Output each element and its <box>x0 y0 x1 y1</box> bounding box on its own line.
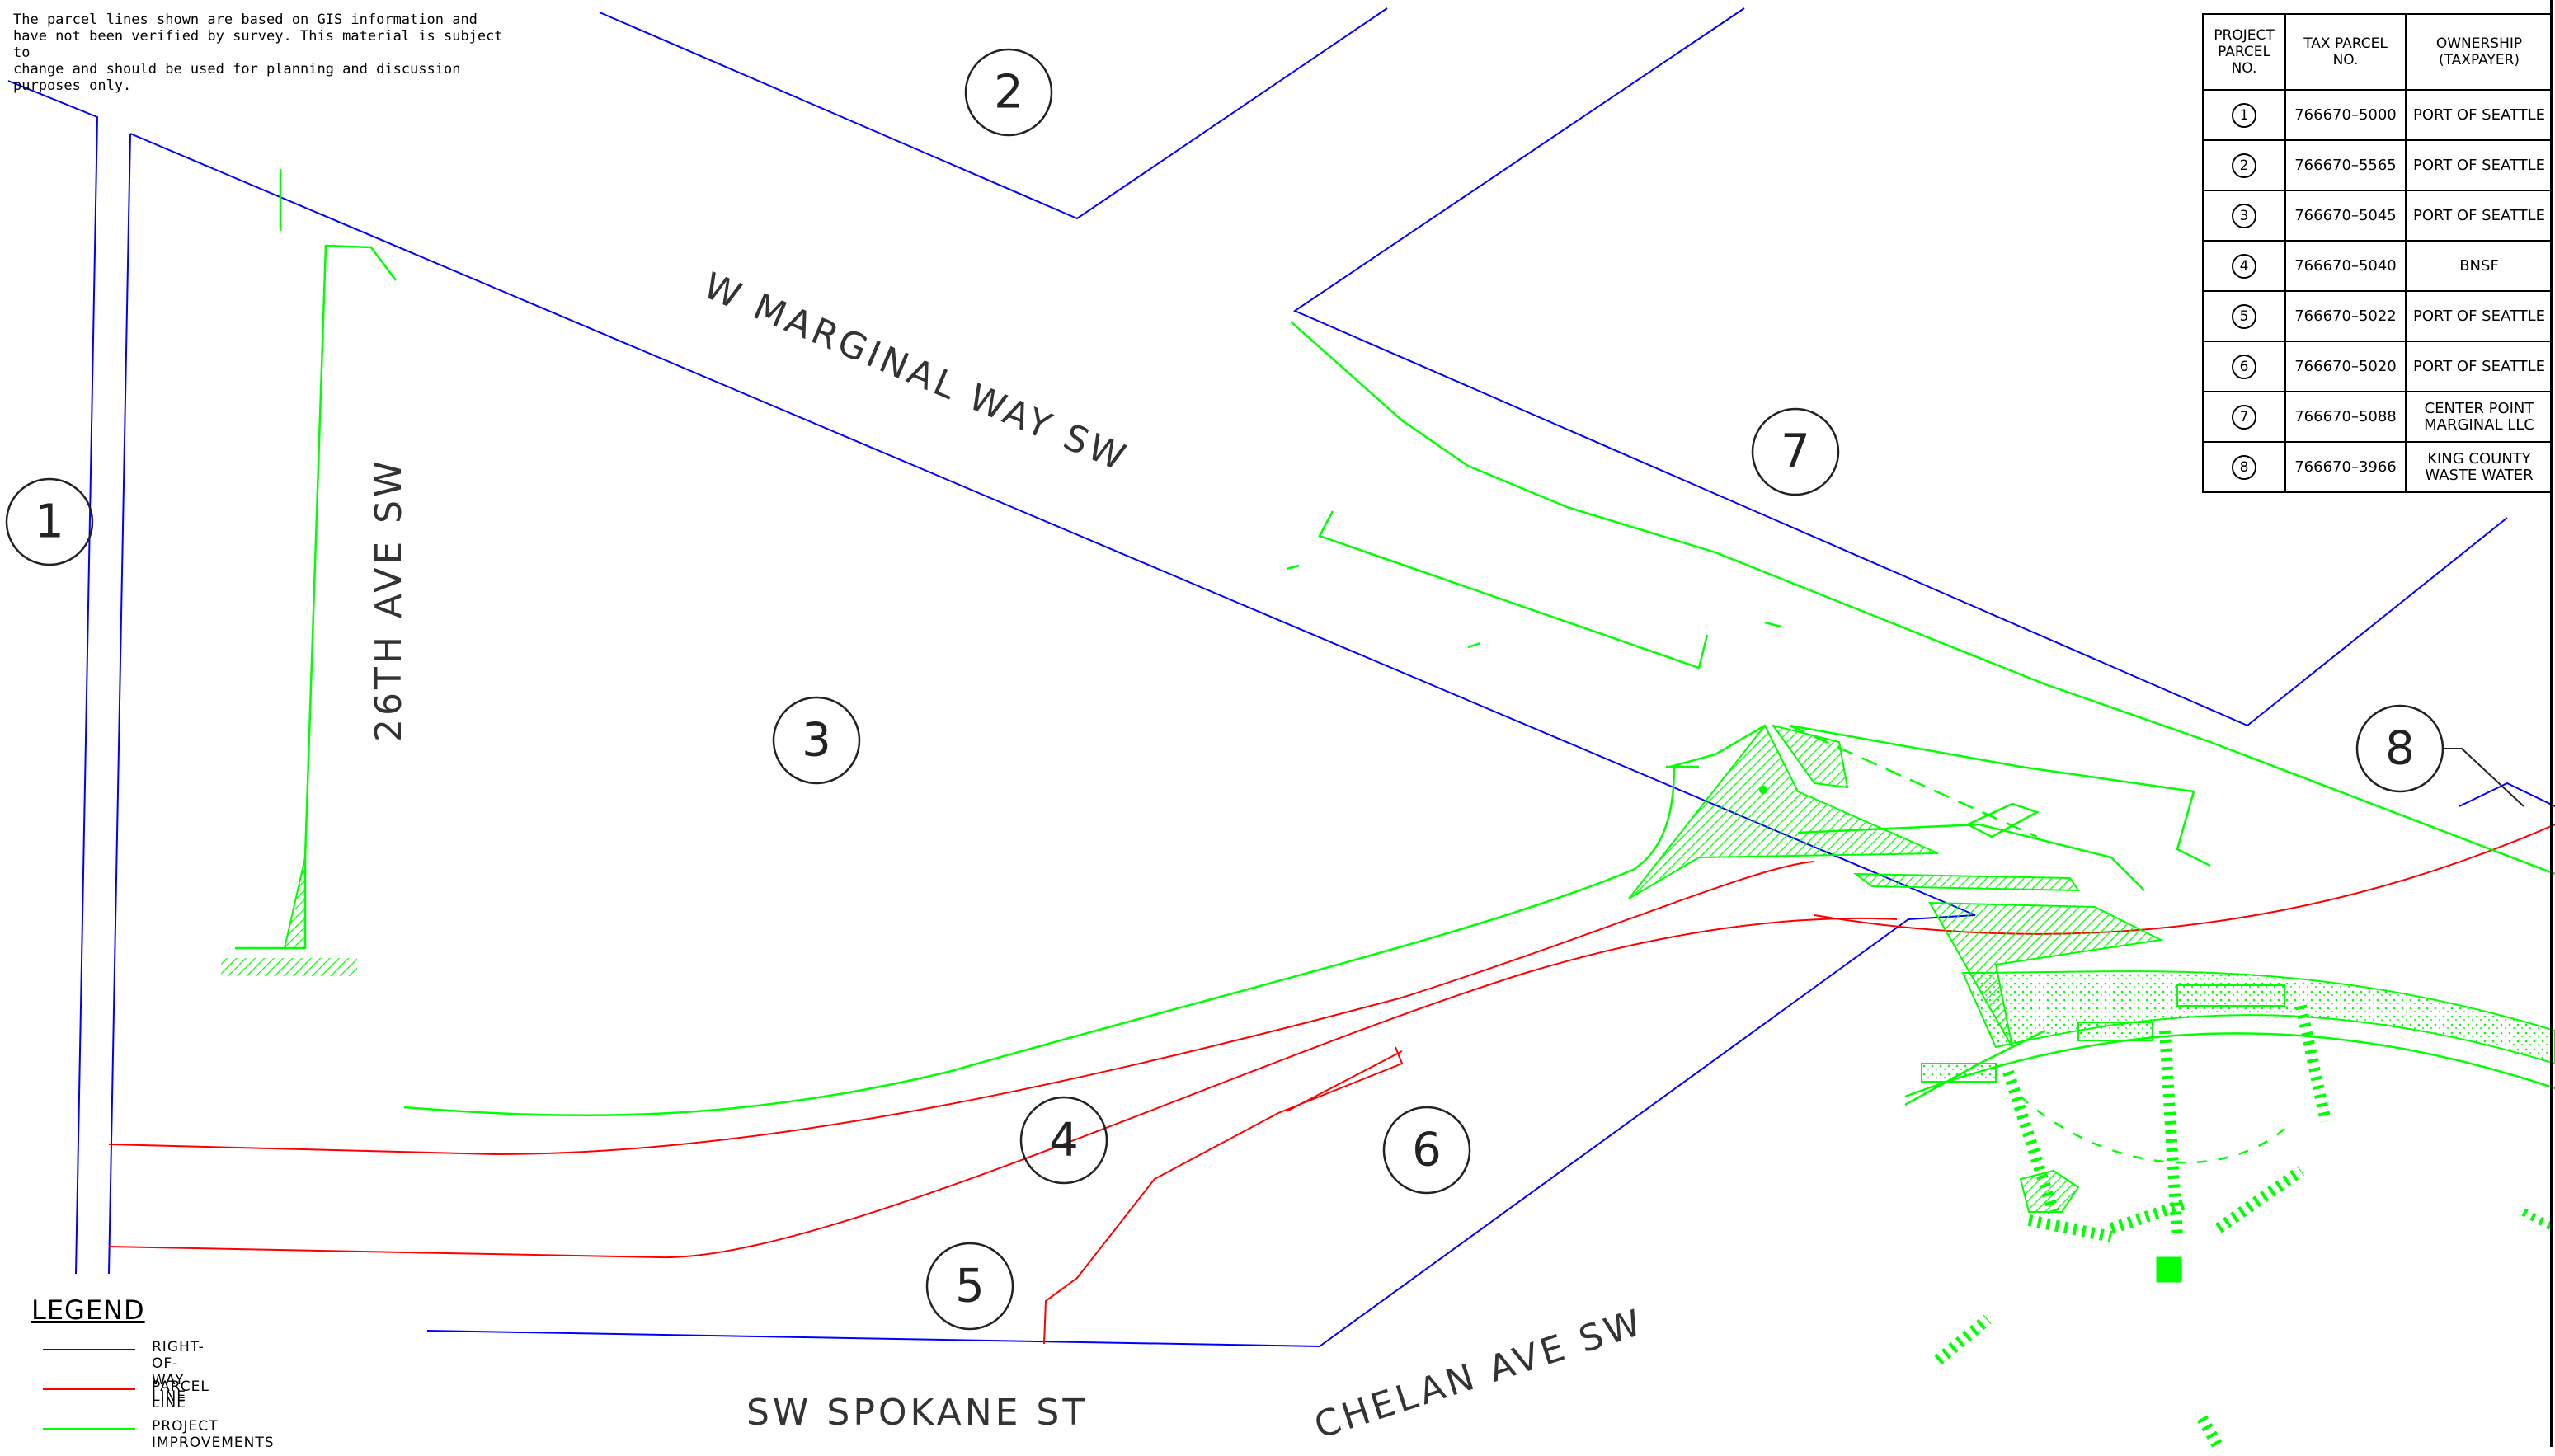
parcel-circle: 8 <box>2232 454 2256 480</box>
legend-swatch-parcel-line <box>43 1388 135 1390</box>
legend-title: LEGEND <box>31 1294 145 1326</box>
table-row: 6 766670–5020 PORT OF SEATTLE <box>2202 341 2553 392</box>
legend-swatch-project-improvements <box>43 1428 135 1430</box>
parcel-marker-8: 8 <box>2355 704 2524 807</box>
cell-ownership: KING COUNTY WASTE WATER <box>2405 441 2553 493</box>
cell-tax-parcel: 766670–5020 <box>2284 341 2407 392</box>
legend-item-project-improvements: PROJECT IMPROVEMENTS <box>31 1416 274 1456</box>
cell-project-parcel: 3 <box>2202 190 2286 242</box>
parcel-marker-3: 3 <box>772 696 861 785</box>
parcel-number-8: 8 <box>2385 722 2415 776</box>
table-row: 8 766670–3966 KING COUNTY WASTE WATER <box>2202 441 2553 493</box>
disclaimer-note: The parcel lines shown are based on GIS … <box>13 12 503 94</box>
parcel-circle: 2 <box>2232 153 2256 178</box>
street-label-chelan: CHELAN AVE SW <box>1310 1301 1649 1447</box>
parcel-number-6: 6 <box>1412 1124 1442 1177</box>
parcel-number-5: 5 <box>955 1260 985 1313</box>
legend-item-right-of-way: RIGHT-OF-WAY LINE <box>31 1337 204 1405</box>
parcel-number-7: 7 <box>1781 425 1810 479</box>
legend-label-project-improvements: PROJECT IMPROVEMENTS <box>152 1418 275 1451</box>
legend-item-parcel-line: PARCEL LINE <box>31 1377 209 1416</box>
table-header-row: PROJECT PARCEL NO. TAX PARCEL NO. OWNERS… <box>2202 13 2553 91</box>
cell-tax-parcel: 766670–5045 <box>2284 190 2407 242</box>
legend: LEGEND RIGHT-OF-WAY LINE PARCEL LINE PRO… <box>31 1294 274 1456</box>
cell-tax-parcel: 766670–3966 <box>2284 441 2407 493</box>
cell-project-parcel: 6 <box>2202 341 2286 392</box>
cell-tax-parcel: 766670–5022 <box>2284 290 2407 342</box>
parcel-circle: 6 <box>2232 354 2256 379</box>
parcel-circle: 3 <box>2232 203 2256 228</box>
cell-ownership: BNSF <box>2405 240 2553 292</box>
parcel-ownership-table: PROJECT PARCEL NO. TAX PARCEL NO. OWNERS… <box>2202 13 2553 493</box>
parcel-lines <box>108 824 2555 1345</box>
street-label-26th-ave: 26TH AVE SW <box>368 458 410 742</box>
parcel-marker-4: 4 <box>1019 1096 1108 1185</box>
legend-label-right-of-way: RIGHT-OF-WAY LINE <box>152 1339 205 1405</box>
parcel-marker-2: 2 <box>964 48 1053 137</box>
cell-tax-parcel: 766670–5000 <box>2284 89 2407 141</box>
parcel-marker-7: 7 <box>1751 407 1840 496</box>
cell-project-parcel: 4 <box>2202 240 2286 292</box>
parcel-circle: 5 <box>2232 303 2256 329</box>
street-label-w-marginal: W MARGINAL WAY SW <box>698 265 1134 480</box>
header-project-parcel: PROJECT PARCEL NO. <box>2202 13 2286 91</box>
parcel-circle: 1 <box>2232 102 2256 128</box>
cell-project-parcel: 8 <box>2202 441 2286 493</box>
drawing-border <box>2550 0 2553 1447</box>
header-tax-parcel: TAX PARCEL NO. <box>2284 13 2407 91</box>
parcel-number-1: 1 <box>35 496 64 549</box>
right-of-way-lines <box>7 7 2555 1348</box>
cell-ownership: PORT OF SEATTLE <box>2405 190 2553 242</box>
cell-ownership: PORT OF SEATTLE <box>2405 139 2553 191</box>
table-row: 2 766670–5565 PORT OF SEATTLE <box>2202 139 2553 191</box>
cell-project-parcel: 2 <box>2202 139 2286 191</box>
cell-ownership: CENTER POINT MARGINAL LLC <box>2405 391 2553 443</box>
parcel-marker-5: 5 <box>925 1242 1014 1331</box>
legend-label-parcel-line: PARCEL LINE <box>152 1379 209 1411</box>
parcel-circle: 7 <box>2232 404 2256 430</box>
cell-project-parcel: 1 <box>2202 89 2286 141</box>
parcel-circle: 4 <box>2232 253 2256 279</box>
parcel-marker-6: 6 <box>1382 1106 1471 1195</box>
cell-ownership: PORT OF SEATTLE <box>2405 89 2553 141</box>
cell-ownership: PORT OF SEATTLE <box>2405 341 2553 392</box>
cell-project-parcel: 7 <box>2202 391 2286 443</box>
legend-swatch-right-of-way <box>43 1349 135 1350</box>
cell-tax-parcel: 766670–5088 <box>2284 391 2407 443</box>
cell-tax-parcel: 766670–5040 <box>2284 240 2407 292</box>
table-row: 4 766670–5040 BNSF <box>2202 240 2553 292</box>
street-label-spokane: SW SPOKANE ST <box>746 1392 1088 1434</box>
cell-project-parcel: 5 <box>2202 290 2286 342</box>
cell-ownership: PORT OF SEATTLE <box>2405 290 2553 342</box>
table-row: 3 766670–5045 PORT OF SEATTLE <box>2202 190 2553 242</box>
header-ownership: OWNERSHIP (TAXPAYER) <box>2405 13 2553 91</box>
parcel-number-3: 3 <box>802 714 831 768</box>
table-row: 7 766670–5088 CENTER POINT MARGINAL LLC <box>2202 391 2553 443</box>
table-row: 5 766670–5022 PORT OF SEATTLE <box>2202 290 2553 342</box>
parcel-number-4: 4 <box>1049 1114 1079 1167</box>
cell-tax-parcel: 766670–5565 <box>2284 139 2407 191</box>
parcel-marker-1: 1 <box>5 477 94 566</box>
table-row: 1 766670–5000 PORT OF SEATTLE <box>2202 89 2553 141</box>
parcel-number-2: 2 <box>994 66 1023 120</box>
project-improvements <box>221 169 2555 1447</box>
